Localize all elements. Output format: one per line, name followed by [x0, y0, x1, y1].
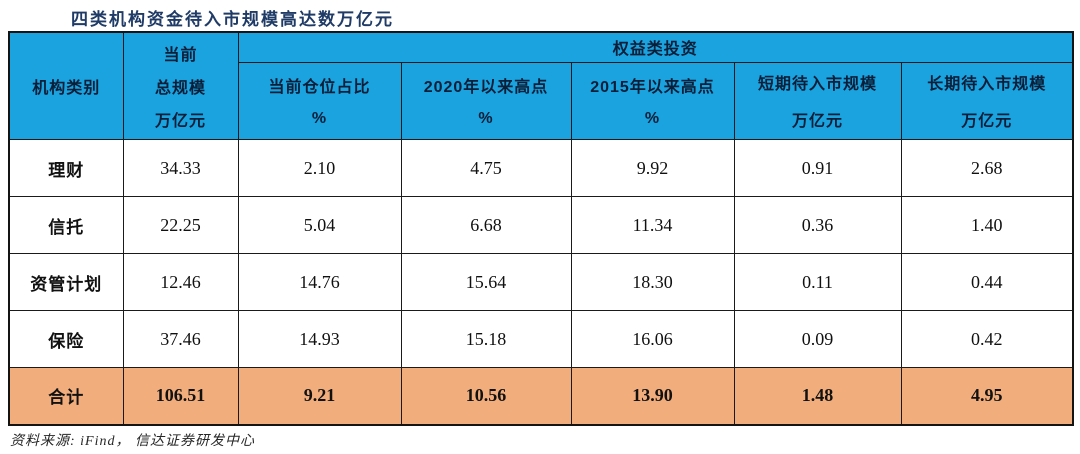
header-unit: %: [478, 110, 494, 128]
header-line: 2020年以来高点: [423, 79, 549, 97]
table-cell: 22.25: [122, 196, 239, 254]
header-high-since-2020: 2020年以来高点 %: [400, 61, 572, 141]
table-cell: 0.42: [900, 310, 1074, 368]
table-cell: 9.92: [570, 139, 735, 197]
table-cell: 14.93: [237, 310, 402, 368]
table-cell: 1.48: [733, 367, 902, 425]
table-cell: 2.68: [900, 139, 1074, 197]
table-cell: 18.30: [570, 253, 735, 311]
table-cell: 10.56: [400, 367, 572, 425]
header-current-position-pct: 当前仓位占比 %: [237, 61, 402, 141]
institution-funds-table: 机构类别 当前 总规模 万亿元 权益类投资 当前仓位占比 %: [8, 31, 1075, 426]
table-cell: 0.11: [733, 253, 902, 311]
header-line: 当前: [163, 47, 198, 64]
table-cell: 13.90: [570, 367, 735, 425]
header-line: 长期待入市规模: [927, 76, 1047, 94]
table-cell: 0.36: [733, 196, 902, 254]
header-unit: %: [644, 110, 661, 128]
table-cell: 14.76: [237, 253, 402, 311]
table-row-insurance: 保险 37.46 14.93 15.18 16.06 0.09 0.42: [8, 310, 1074, 368]
header-long-term-pending-scale: 长期待入市规模 万亿元: [900, 61, 1074, 141]
table-row-wealth-management: 理财 34.33 2.10 4.75 9.92 0.91 2.68: [8, 139, 1074, 197]
header-short-term-pending-scale: 短期待入市规模 万亿元: [733, 61, 902, 141]
table-cell: 15.64: [400, 253, 572, 311]
table-cell: 5.04: [237, 196, 402, 254]
figure-title: 四类机构资金待入市规模高达数万亿元: [71, 10, 394, 29]
table-cell: 12.46: [122, 253, 239, 311]
header-high-since-2015: 2015年以来高点 %: [570, 61, 735, 141]
table-cell: 0.91: [733, 139, 902, 197]
table-body: 理财 34.33 2.10 4.75 9.92 0.91 2.68 信托 22.…: [8, 139, 1074, 425]
table-cell: 106.51: [122, 367, 239, 425]
table-cell: 0.44: [900, 253, 1074, 311]
row-label: 理财: [8, 139, 124, 197]
table-cell: 9.21: [237, 367, 402, 425]
table-cell: 1.40: [900, 196, 1074, 254]
table-cell: 4.95: [900, 367, 1074, 425]
table-cell: 0.09: [733, 310, 902, 368]
table-cell: 11.34: [570, 196, 735, 254]
header-unit: 万亿元: [791, 113, 843, 131]
table-cell: 6.68: [400, 196, 572, 254]
header-line: 总规模: [154, 80, 206, 97]
table-cell: 34.33: [122, 139, 239, 197]
header-line: 2015年以来高点: [590, 79, 715, 97]
header-institution-category: 机构类别: [8, 31, 124, 140]
table-row-asset-management-plan: 资管计划 12.46 14.76 15.64 18.30 0.11 0.44: [8, 253, 1074, 311]
header-current-total-scale: 当前 总规模 万亿元: [122, 31, 239, 140]
header-unit: %: [311, 110, 328, 128]
header-line: 短期待入市规模: [757, 76, 877, 94]
table-cell: 4.75: [400, 139, 572, 197]
table-cell: 2.10: [237, 139, 402, 197]
table-row-total: 合计 106.51 9.21 10.56 13.90 1.48 4.95: [8, 367, 1074, 425]
header-unit: 万亿元: [961, 113, 1013, 131]
header-line: 当前仓位占比: [268, 79, 371, 97]
header-equity-investment-group: 权益类投资: [237, 31, 1074, 63]
data-source-note: 资料来源: iFind， 信达证券研发中心: [10, 434, 255, 449]
table-header: 机构类别 当前 总规模 万亿元 权益类投资 当前仓位占比 %: [8, 31, 1074, 141]
table-cell: 15.18: [400, 310, 572, 368]
table-cell: 37.46: [122, 310, 239, 368]
row-label: 合计: [8, 367, 124, 425]
row-label: 资管计划: [8, 253, 124, 311]
table-cell: 16.06: [570, 310, 735, 368]
row-label: 保险: [8, 310, 124, 368]
table-row-trust: 信托 22.25 5.04 6.68 11.34 0.36 1.40: [8, 196, 1074, 254]
header-line: 万亿元: [154, 113, 206, 130]
row-label: 信托: [8, 196, 124, 254]
